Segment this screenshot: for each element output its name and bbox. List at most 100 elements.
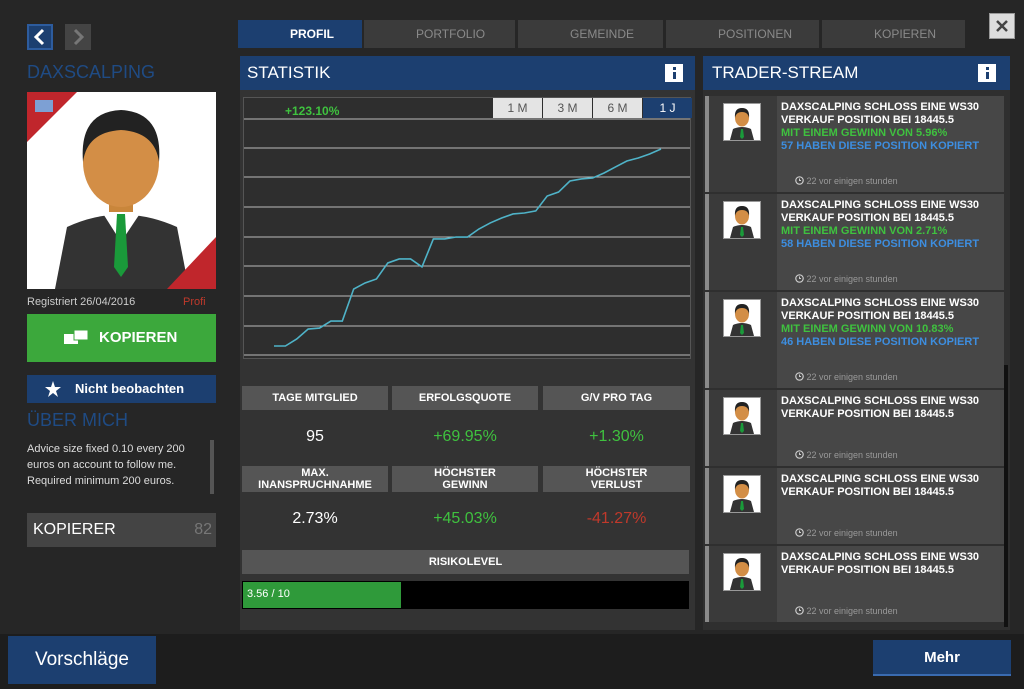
stream-time-text: 22 vor einigen stunden — [806, 274, 898, 284]
copiers-box: KOPIERER 82 — [27, 513, 216, 547]
stat-label: ERFOLGSQUOTE — [392, 386, 538, 410]
stream-time: 22 vor einigen stunden — [795, 449, 898, 462]
stream-time: 22 vor einigen stunden — [795, 527, 898, 540]
stream-gain: MIT EINEM GEWINN VON 5.96% — [781, 127, 948, 139]
stat-value: 95 — [306, 428, 324, 445]
registered-date: Registriert 26/04/2016 — [27, 296, 136, 308]
stream-price: 18445.5 — [914, 408, 955, 420]
stream-time-text: 22 vor einigen stunden — [806, 606, 898, 616]
statistics-title: STATISTIK — [247, 63, 331, 82]
stream-line2: VERKAUF POSITION BEI — [781, 486, 912, 498]
stream-line1: DAXSCALPING SCHLOSS EINE — [781, 395, 947, 407]
stream-time: 22 vor einigen stunden — [795, 605, 898, 618]
stat-value: +45.03% — [433, 510, 497, 527]
chart-return: +123.10% — [285, 104, 340, 118]
range-button[interactable]: 6 M — [593, 98, 642, 118]
scrollbar — [210, 440, 214, 494]
risk-label: RISIKOLEVEL — [242, 550, 689, 574]
stream-title: TRADER-STREAM — [712, 63, 859, 82]
stream-time-text: 22 vor einigen stunden — [806, 176, 898, 186]
tab[interactable]: PROFIL — [238, 20, 362, 48]
tab[interactable]: GEMEINDE — [518, 20, 663, 48]
stream-time: 22 vor einigen stunden — [795, 273, 898, 286]
stream-line1: DAXSCALPING SCHLOSS EINE — [781, 101, 947, 113]
stream-item[interactable]: DAXSCALPING SCHLOSS EINE WS30 VERKAUF POS… — [705, 292, 1004, 388]
more-button[interactable]: Mehr — [873, 640, 1011, 676]
copiers-count: 82 — [194, 521, 212, 538]
stream-price: 18445.5 — [914, 486, 955, 498]
stream-text: DAXSCALPING SCHLOSS EINE WS30 VERKAUF POS… — [777, 194, 1004, 290]
back-button[interactable] — [27, 24, 53, 50]
range-button[interactable]: 1 J — [643, 98, 692, 118]
forward-button[interactable] — [65, 24, 91, 50]
chart — [243, 97, 691, 359]
stream-price: 18445.5 — [914, 114, 955, 126]
copiers-label: KOPIERER — [33, 521, 116, 538]
stream-gain: MIT EINEM GEWINN VON 10.83% — [781, 323, 954, 335]
stream-time-text: 22 vor einigen stunden — [806, 450, 898, 460]
stat-value: -41.27% — [586, 510, 647, 527]
stat-label: HÖCHSTER GEWINN — [392, 466, 538, 492]
tab[interactable]: KOPIEREN — [822, 20, 965, 48]
stream-time: 22 vor einigen stunden — [795, 175, 898, 188]
stream-line2: VERKAUF POSITION BEI — [781, 212, 912, 224]
copy-button[interactable]: KOPIEREN — [27, 314, 216, 362]
stream-copied: 57 HABEN DIESE POSITION KOPIERT — [781, 140, 980, 152]
stream-symbol: WS30 — [949, 297, 980, 309]
stream-line2: VERKAUF POSITION BEI — [781, 408, 912, 420]
range-button[interactable]: 1 M — [493, 98, 542, 118]
watch-button-label: Nicht beobachten — [75, 381, 185, 396]
stream-time-text: 22 vor einigen stunden — [806, 372, 898, 382]
avatar — [27, 92, 216, 289]
stat-label: G/V PRO TAG — [543, 386, 690, 410]
stream-symbol: WS30 — [949, 101, 980, 113]
stream-line1: DAXSCALPING SCHLOSS EINE — [781, 297, 947, 309]
stream-price: 18445.5 — [914, 564, 955, 576]
stream-price: 18445.5 — [914, 212, 955, 224]
stream-item[interactable]: DAXSCALPING SCHLOSS EINE WS30 VERKAUF POS… — [705, 390, 1004, 466]
risk-bar — [243, 582, 402, 608]
copy-button-label: KOPIEREN — [99, 329, 178, 346]
about-title: ÜBER MICH — [27, 410, 129, 430]
stream-gain: MIT EINEM GEWINN VON 2.71% — [781, 225, 948, 237]
stream-line1: DAXSCALPING SCHLOSS EINE — [781, 199, 947, 211]
stream-symbol: WS30 — [949, 473, 980, 485]
stream-avatar — [723, 553, 761, 591]
close-button[interactable] — [989, 13, 1015, 39]
footer — [0, 634, 1024, 689]
stream-item[interactable]: DAXSCALPING SCHLOSS EINE WS30 VERKAUF POS… — [705, 194, 1004, 290]
tab[interactable]: POSITIONEN — [666, 20, 819, 48]
about-text: Advice size fixed 0.10 every 200 euros o… — [27, 443, 185, 487]
stream-text: DAXSCALPING SCHLOSS EINE WS30 VERKAUF POS… — [777, 468, 1004, 544]
stream-symbol: WS30 — [949, 199, 980, 211]
stream-avatar — [723, 397, 761, 435]
stream-symbol: WS30 — [949, 395, 980, 407]
risk-track: 3.56 / 10 — [242, 581, 689, 609]
stream-header: TRADER-STREAM — [703, 56, 1010, 90]
stream-avatar — [723, 475, 761, 513]
stream-item[interactable]: DAXSCALPING SCHLOSS EINE WS30 VERKAUF POS… — [705, 468, 1004, 544]
stream-line1: DAXSCALPING SCHLOSS EINE — [781, 551, 947, 563]
stream-line2: VERKAUF POSITION BEI — [781, 564, 912, 576]
stream-copied: 46 HABEN DIESE POSITION KOPIERT — [781, 336, 980, 348]
stream-time-text: 22 vor einigen stunden — [806, 528, 898, 538]
stream-avatar — [723, 201, 761, 239]
stream-text: DAXSCALPING SCHLOSS EINE WS30 VERKAUF POS… — [777, 390, 1004, 466]
stream-avatar — [723, 103, 761, 141]
stream-symbol: WS30 — [949, 551, 980, 563]
stat-label: TAGE MITGLIED — [242, 386, 388, 410]
stream-item[interactable]: DAXSCALPING SCHLOSS EINE WS30 VERKAUF POS… — [705, 546, 1004, 622]
stream-item[interactable]: DAXSCALPING SCHLOSS EINE WS30 VERKAUF POS… — [705, 96, 1004, 192]
chart-line — [274, 148, 662, 347]
tab[interactable]: PORTFOLIO — [364, 20, 515, 48]
stream-text: DAXSCALPING SCHLOSS EINE WS30 VERKAUF POS… — [777, 96, 1004, 192]
badge: Profi — [183, 296, 206, 308]
stat-value: +69.95% — [433, 428, 497, 445]
watch-button[interactable]: Nicht beobachten — [27, 375, 216, 403]
suggestions-tab[interactable]: Vorschläge — [8, 636, 156, 684]
stream-text: DAXSCALPING SCHLOSS EINE WS30 VERKAUF POS… — [777, 546, 1004, 622]
stream-copied: 58 HABEN DIESE POSITION KOPIERT — [781, 238, 980, 250]
range-button[interactable]: 3 M — [543, 98, 592, 118]
stat-label: HÖCHSTER VERLUST — [543, 466, 690, 492]
